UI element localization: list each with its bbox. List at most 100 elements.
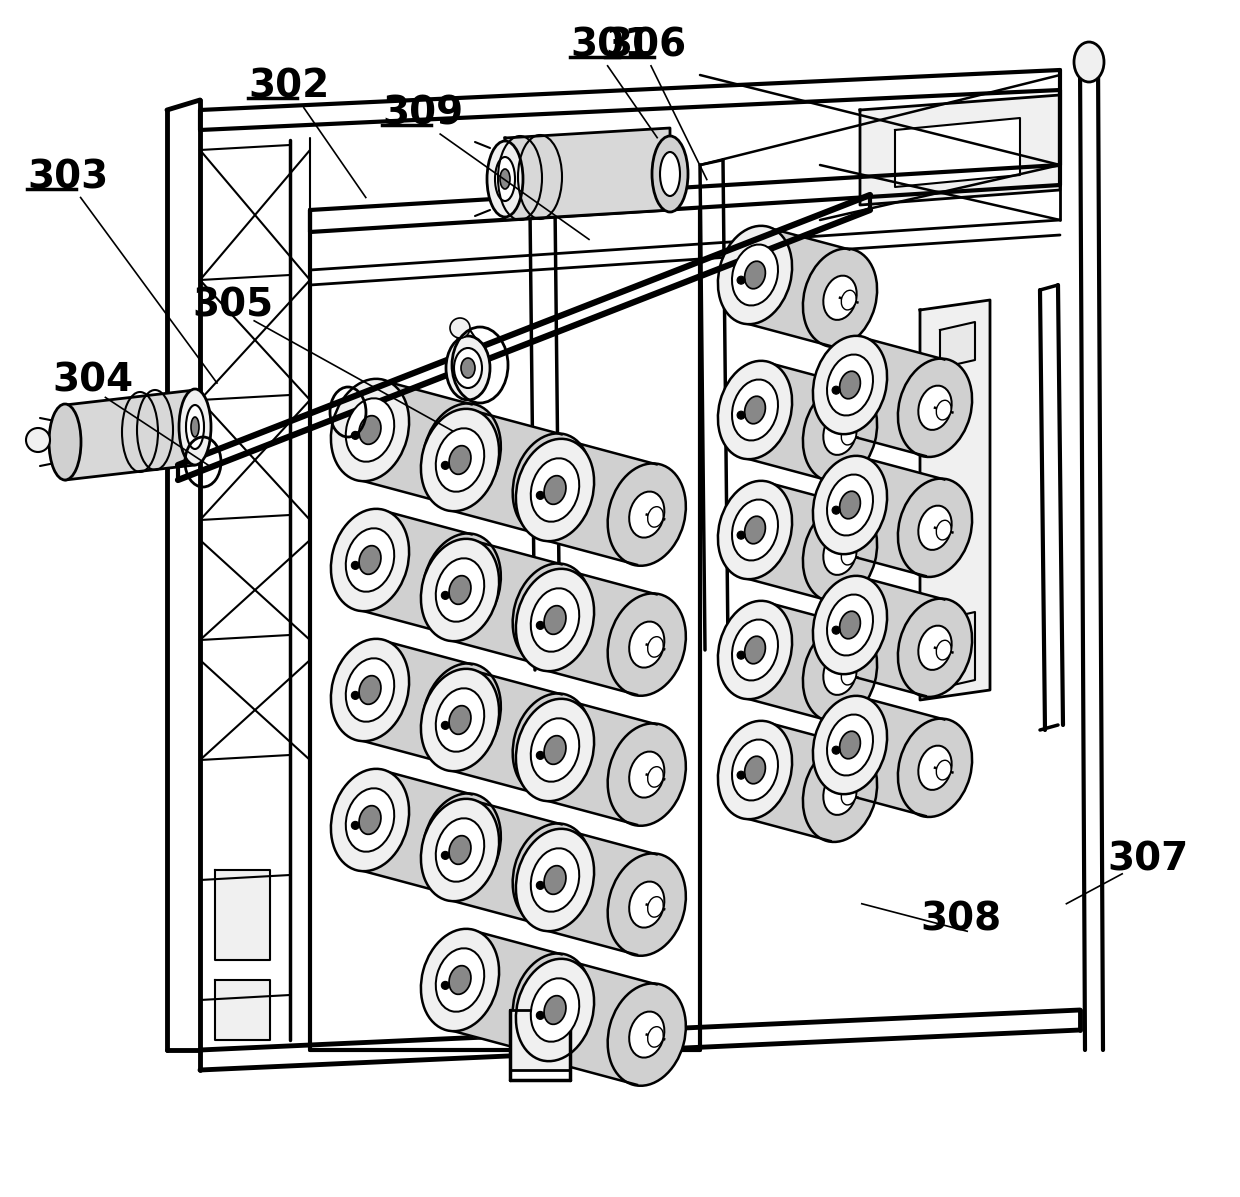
- Ellipse shape: [919, 505, 951, 549]
- Ellipse shape: [737, 771, 745, 779]
- Ellipse shape: [827, 595, 873, 656]
- Ellipse shape: [813, 456, 887, 554]
- Ellipse shape: [608, 723, 686, 826]
- Ellipse shape: [360, 546, 381, 575]
- Ellipse shape: [608, 594, 686, 695]
- Ellipse shape: [435, 429, 485, 492]
- Ellipse shape: [647, 506, 663, 527]
- Polygon shape: [546, 439, 657, 565]
- Polygon shape: [745, 226, 849, 346]
- Ellipse shape: [420, 409, 498, 511]
- Ellipse shape: [331, 768, 409, 871]
- Ellipse shape: [444, 692, 480, 737]
- Ellipse shape: [919, 626, 951, 670]
- Ellipse shape: [827, 354, 873, 415]
- Ellipse shape: [732, 379, 777, 440]
- Ellipse shape: [737, 277, 745, 284]
- Ellipse shape: [449, 576, 471, 604]
- Text: 304: 304: [52, 361, 133, 400]
- Ellipse shape: [444, 432, 480, 478]
- Ellipse shape: [647, 1027, 663, 1047]
- Polygon shape: [940, 612, 975, 688]
- Ellipse shape: [420, 929, 498, 1031]
- Ellipse shape: [737, 412, 745, 419]
- Ellipse shape: [898, 718, 972, 818]
- Ellipse shape: [744, 757, 765, 784]
- Ellipse shape: [647, 767, 663, 788]
- Ellipse shape: [732, 499, 777, 560]
- Ellipse shape: [512, 564, 590, 666]
- Ellipse shape: [841, 425, 856, 445]
- Ellipse shape: [553, 867, 568, 887]
- Ellipse shape: [186, 405, 205, 449]
- Ellipse shape: [898, 479, 972, 577]
- Ellipse shape: [531, 978, 579, 1041]
- Polygon shape: [450, 670, 562, 795]
- Ellipse shape: [1074, 42, 1104, 83]
- Ellipse shape: [544, 865, 565, 894]
- Ellipse shape: [420, 798, 498, 901]
- Text: 305: 305: [192, 286, 273, 324]
- Polygon shape: [546, 960, 657, 1084]
- Ellipse shape: [737, 531, 745, 539]
- Ellipse shape: [936, 640, 951, 660]
- Ellipse shape: [441, 591, 449, 600]
- Ellipse shape: [461, 358, 475, 378]
- Ellipse shape: [629, 752, 665, 797]
- Ellipse shape: [898, 598, 972, 697]
- Ellipse shape: [744, 516, 765, 543]
- Polygon shape: [450, 409, 562, 535]
- Polygon shape: [505, 128, 670, 220]
- Ellipse shape: [718, 360, 792, 460]
- Polygon shape: [940, 322, 975, 367]
- Ellipse shape: [718, 481, 792, 579]
- Ellipse shape: [839, 491, 861, 518]
- Ellipse shape: [360, 675, 381, 704]
- Ellipse shape: [553, 476, 568, 497]
- Ellipse shape: [346, 528, 394, 591]
- Ellipse shape: [744, 261, 765, 288]
- Ellipse shape: [652, 136, 688, 212]
- Ellipse shape: [531, 849, 579, 912]
- Ellipse shape: [351, 821, 360, 830]
- Text: 301: 301: [570, 26, 652, 65]
- Polygon shape: [450, 800, 562, 925]
- Ellipse shape: [832, 626, 839, 634]
- Polygon shape: [841, 577, 945, 697]
- Ellipse shape: [512, 693, 590, 796]
- Ellipse shape: [463, 577, 479, 597]
- Ellipse shape: [744, 396, 765, 424]
- Ellipse shape: [446, 336, 490, 400]
- Ellipse shape: [331, 509, 409, 612]
- Text: 308: 308: [920, 900, 1001, 938]
- Ellipse shape: [331, 378, 409, 481]
- Ellipse shape: [534, 462, 569, 508]
- Ellipse shape: [463, 706, 479, 727]
- Ellipse shape: [435, 558, 485, 621]
- Ellipse shape: [936, 400, 951, 420]
- Ellipse shape: [531, 588, 579, 651]
- Text: 302: 302: [248, 67, 330, 105]
- Ellipse shape: [744, 637, 765, 664]
- Ellipse shape: [351, 561, 360, 570]
- Ellipse shape: [718, 226, 792, 324]
- Ellipse shape: [420, 539, 498, 642]
- Ellipse shape: [553, 607, 568, 627]
- Polygon shape: [895, 119, 1021, 187]
- Ellipse shape: [608, 463, 686, 566]
- Ellipse shape: [435, 819, 485, 882]
- Ellipse shape: [737, 651, 745, 660]
- Ellipse shape: [449, 836, 471, 864]
- Ellipse shape: [534, 722, 569, 767]
- Ellipse shape: [50, 405, 81, 480]
- Ellipse shape: [512, 824, 590, 925]
- Ellipse shape: [813, 336, 887, 435]
- Ellipse shape: [487, 141, 523, 217]
- Ellipse shape: [346, 789, 394, 852]
- Ellipse shape: [423, 794, 501, 895]
- Ellipse shape: [544, 736, 565, 765]
- Ellipse shape: [441, 982, 449, 990]
- Ellipse shape: [832, 387, 839, 394]
- Ellipse shape: [898, 359, 972, 457]
- Ellipse shape: [802, 624, 877, 722]
